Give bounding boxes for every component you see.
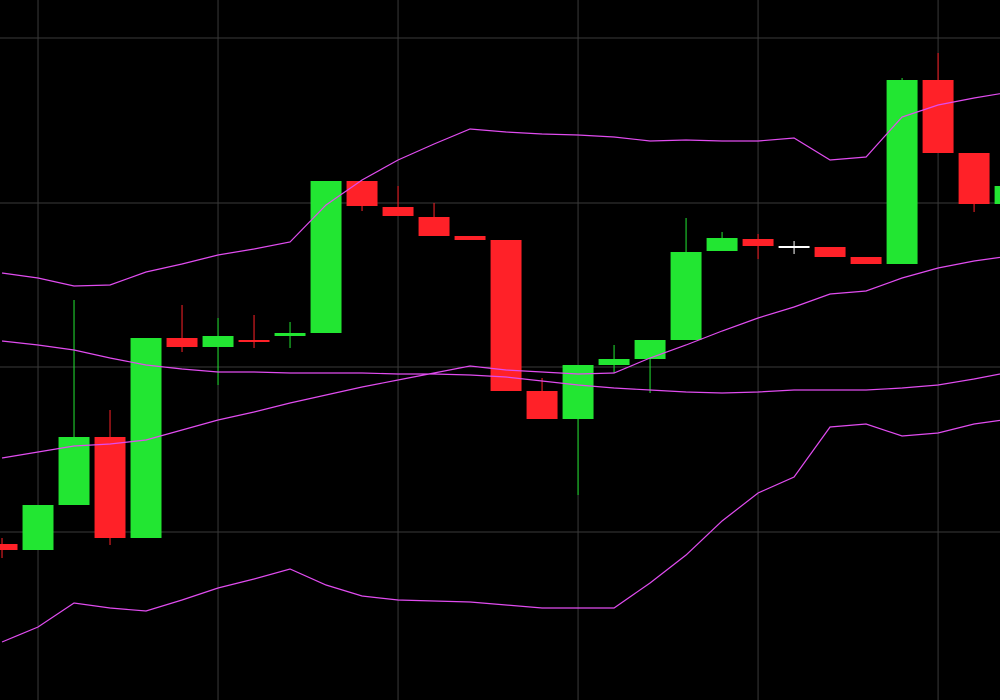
candle-body	[778, 246, 810, 248]
candle-body	[310, 181, 342, 333]
candle-body	[526, 391, 558, 419]
candle-body	[94, 437, 126, 538]
band-line	[1, 419, 1000, 643]
candle-body	[922, 80, 954, 153]
candle-body	[742, 239, 774, 246]
candle-body	[22, 505, 54, 550]
candle-body	[202, 336, 234, 347]
band-line	[1, 93, 1000, 287]
candle-body	[166, 338, 198, 347]
candle-body	[850, 257, 882, 264]
candle-body	[454, 236, 486, 240]
candle-body	[0, 544, 18, 550]
band-line	[1, 256, 1000, 459]
candle-body	[958, 153, 990, 204]
candle-body	[58, 437, 90, 505]
candle-body	[418, 217, 450, 236]
candle-body	[634, 340, 666, 359]
candle-body	[238, 340, 270, 342]
band-line	[1, 340, 1000, 394]
candle-body	[670, 252, 702, 340]
candle-body	[598, 359, 630, 365]
candle-body	[382, 207, 414, 216]
candle-body	[706, 238, 738, 251]
candle-body	[130, 338, 162, 538]
candle-body	[346, 181, 378, 206]
candle-body	[490, 240, 522, 391]
candle-body	[886, 80, 918, 264]
candle-body	[274, 333, 306, 336]
candle-body	[994, 186, 1000, 204]
candle-body	[814, 247, 846, 257]
